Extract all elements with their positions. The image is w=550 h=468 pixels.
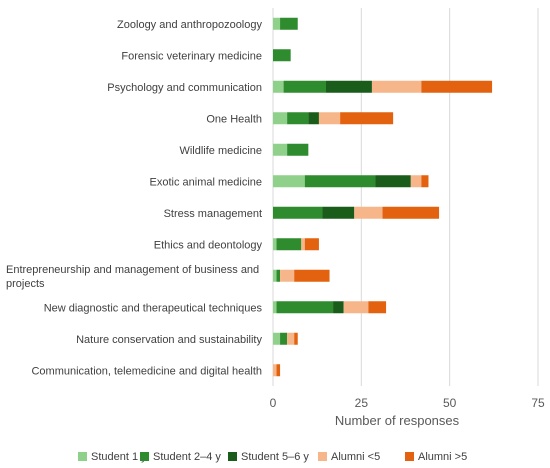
bar-segment <box>276 364 281 377</box>
bar-segment <box>287 332 295 345</box>
legend-label: Alumni >5 <box>418 451 467 463</box>
bar-segment <box>276 269 281 282</box>
legend-swatch <box>78 452 87 461</box>
bar-segment <box>273 301 277 314</box>
bar-segment <box>280 332 288 345</box>
category-label: New diagnostic and therapeutical techniq… <box>44 302 263 314</box>
bar-segment <box>273 175 305 188</box>
bar-segment <box>421 80 493 93</box>
bar-segment <box>304 238 319 251</box>
bar-segment <box>375 175 411 188</box>
bar-segment <box>340 112 394 125</box>
category-label: Wildlife medicine <box>179 145 262 157</box>
bar-segment <box>273 269 277 282</box>
bar-segment <box>280 269 295 282</box>
x-axis-title: Number of responses <box>335 413 460 428</box>
legend-label: Student 2–4 y <box>153 451 221 463</box>
category-label: Psychology and communication <box>107 82 262 94</box>
bar-segment <box>273 112 288 125</box>
category-label: Nature conservation and sustainability <box>76 334 262 346</box>
x-tick-label: 0 <box>270 396 277 410</box>
bar-segment <box>382 206 440 219</box>
bar-segment <box>308 112 319 125</box>
legend-label: Alumni <5 <box>331 451 380 463</box>
x-tick-labels: 0 25 50 75 <box>270 396 545 410</box>
bar-segment <box>326 80 372 93</box>
category-label: Ethics and deontology <box>154 239 263 251</box>
bar-segment <box>410 175 422 188</box>
bar-segment <box>280 17 298 30</box>
bar-segment <box>304 175 376 188</box>
legend-swatch <box>228 452 237 461</box>
bar-segment <box>273 206 323 219</box>
x-tick-label: 50 <box>443 396 457 410</box>
bar-segment <box>273 80 284 93</box>
legend-swatch <box>140 452 149 461</box>
x-tick-label: 25 <box>355 396 369 410</box>
category-label: Exotic animal medicine <box>150 176 263 188</box>
legend-swatch <box>318 452 327 461</box>
gridlines <box>272 8 539 386</box>
legend-label: Student 5–6 y <box>241 451 309 463</box>
bar-segment <box>333 301 344 314</box>
bar-segment <box>276 238 302 251</box>
bar-segment <box>322 206 355 219</box>
legend-swatch <box>405 452 414 461</box>
bar-segment <box>301 238 305 251</box>
category-label: Communication, telemedicine and digital … <box>31 365 262 377</box>
bar-segment <box>294 269 330 282</box>
bar-segment <box>273 238 277 251</box>
category-label: Forensic veterinary medicine <box>121 50 262 62</box>
legend-label: Student 1 y <box>91 451 147 463</box>
bar-segment <box>371 80 422 93</box>
legend: Student 1 y Student 2–4 y Student 5–6 y Alu… <box>78 451 467 463</box>
bar-segment <box>368 301 387 314</box>
bar-segment <box>276 301 334 314</box>
x-tick-label: 75 <box>531 396 545 410</box>
bar-segment <box>273 143 288 156</box>
bar-segment <box>294 332 298 345</box>
category-labels: Zoology and anthropozoology Forensic vete… <box>6 19 262 378</box>
bar-segment <box>273 332 281 345</box>
bar-segment <box>354 206 383 219</box>
bar-segment <box>273 364 277 377</box>
category-label: Entrepreneurship and management of busin… <box>6 264 259 290</box>
bar-segment <box>421 175 429 188</box>
bar-segment <box>343 301 369 314</box>
bar-segment <box>318 112 341 125</box>
bars-group <box>273 17 493 377</box>
bar-segment <box>287 112 309 125</box>
category-label: Zoology and anthropozoology <box>117 19 262 31</box>
bar-segment <box>283 80 326 93</box>
category-label: One Health <box>206 113 262 125</box>
bar-segment <box>273 49 291 62</box>
category-label: Stress management <box>164 208 262 220</box>
bar-segment <box>273 17 281 30</box>
bar-segment <box>287 143 309 156</box>
